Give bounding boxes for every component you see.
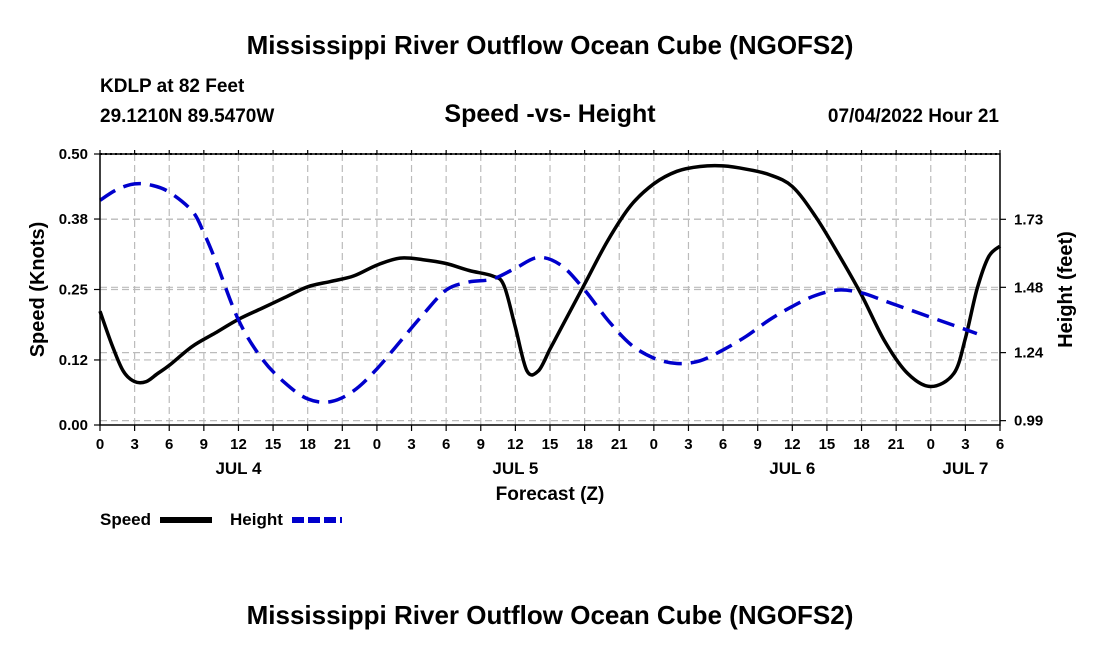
- x-tick-label: 12: [784, 436, 801, 453]
- y-tick-label: 0.25: [59, 282, 88, 299]
- x-tick-label: 0: [373, 436, 381, 453]
- x-tick-label: 15: [819, 436, 836, 453]
- series-line-height: [99, 181, 978, 404]
- series-layer: [98, 163, 1002, 404]
- y2-tick-label: 1.48: [1014, 279, 1043, 296]
- axes: 0 3 6 9 12 15 18 21 0 3 6 9 12 15 18 21 0 3 6 9 12 15 18 21 0 3 6J…: [59, 146, 1044, 478]
- x-tick-label: 3: [684, 436, 692, 453]
- x-tick-label: 21: [334, 436, 351, 453]
- y-tick-label: 0.50: [59, 146, 88, 163]
- footer-title: Mississippi River Outflow Ocean Cube (NG…: [246, 600, 854, 630]
- x-tick-label: 12: [230, 436, 247, 453]
- x-tick-label: 21: [611, 436, 628, 453]
- day-label: JUL 7: [942, 459, 988, 478]
- day-label: JUL 4: [215, 459, 262, 478]
- y-axis-label: Speed (Knots): [27, 222, 49, 358]
- x-tick-label: 3: [130, 436, 138, 453]
- x-tick-label: 3: [407, 436, 415, 453]
- legend-label-speed: Speed: [100, 510, 151, 529]
- x-tick-label: 9: [754, 436, 762, 453]
- y-tick-label: 0.12: [59, 352, 88, 369]
- x-tick-label: 0: [927, 436, 935, 453]
- main-title: Mississippi River Outflow Ocean Cube (NG…: [246, 30, 854, 60]
- x-tick-label: 15: [542, 436, 559, 453]
- x-axis-label: Forecast (Z): [496, 484, 605, 505]
- x-tick-label: 12: [507, 436, 524, 453]
- x-tick-label: 9: [477, 436, 485, 453]
- x-tick-label: 18: [299, 436, 316, 453]
- y2-axis-label: Height (feet): [1055, 231, 1077, 348]
- series-line-speed: [98, 163, 1002, 389]
- x-tick-label: 3: [961, 436, 969, 453]
- x-tick-label: 0: [96, 436, 104, 453]
- y2-tick-label: 1.24: [1014, 345, 1044, 362]
- y2-tick-label: 0.99: [1014, 413, 1043, 430]
- x-tick-label: 0: [650, 436, 658, 453]
- x-tick-label: 18: [853, 436, 870, 453]
- x-tick-label: 6: [996, 436, 1004, 453]
- chart-title: Speed -vs- Height: [444, 100, 656, 128]
- x-tick-label: 6: [719, 436, 727, 453]
- forecast-datetime: 07/04/2022 Hour 21: [827, 106, 999, 127]
- y-tick-label: 0.38: [59, 211, 88, 228]
- x-tick-label: 15: [265, 436, 282, 453]
- y2-tick-label: 1.73: [1014, 211, 1043, 228]
- day-label: JUL 5: [492, 459, 538, 478]
- x-tick-label: 9: [200, 436, 208, 453]
- grid: [100, 154, 1000, 425]
- station-label: KDLP at 82 Feet: [100, 76, 245, 97]
- day-label: JUL 6: [769, 459, 815, 478]
- x-tick-label: 6: [442, 436, 450, 453]
- y-tick-label: 0.00: [59, 417, 88, 434]
- x-tick-label: 18: [576, 436, 593, 453]
- x-tick-label: 6: [165, 436, 173, 453]
- coordinates-label: 29.1210N 89.5470W: [100, 106, 275, 127]
- x-tick-label: 21: [888, 436, 905, 453]
- legend: Speed Height: [100, 510, 342, 529]
- legend-label-height: Height: [230, 510, 283, 529]
